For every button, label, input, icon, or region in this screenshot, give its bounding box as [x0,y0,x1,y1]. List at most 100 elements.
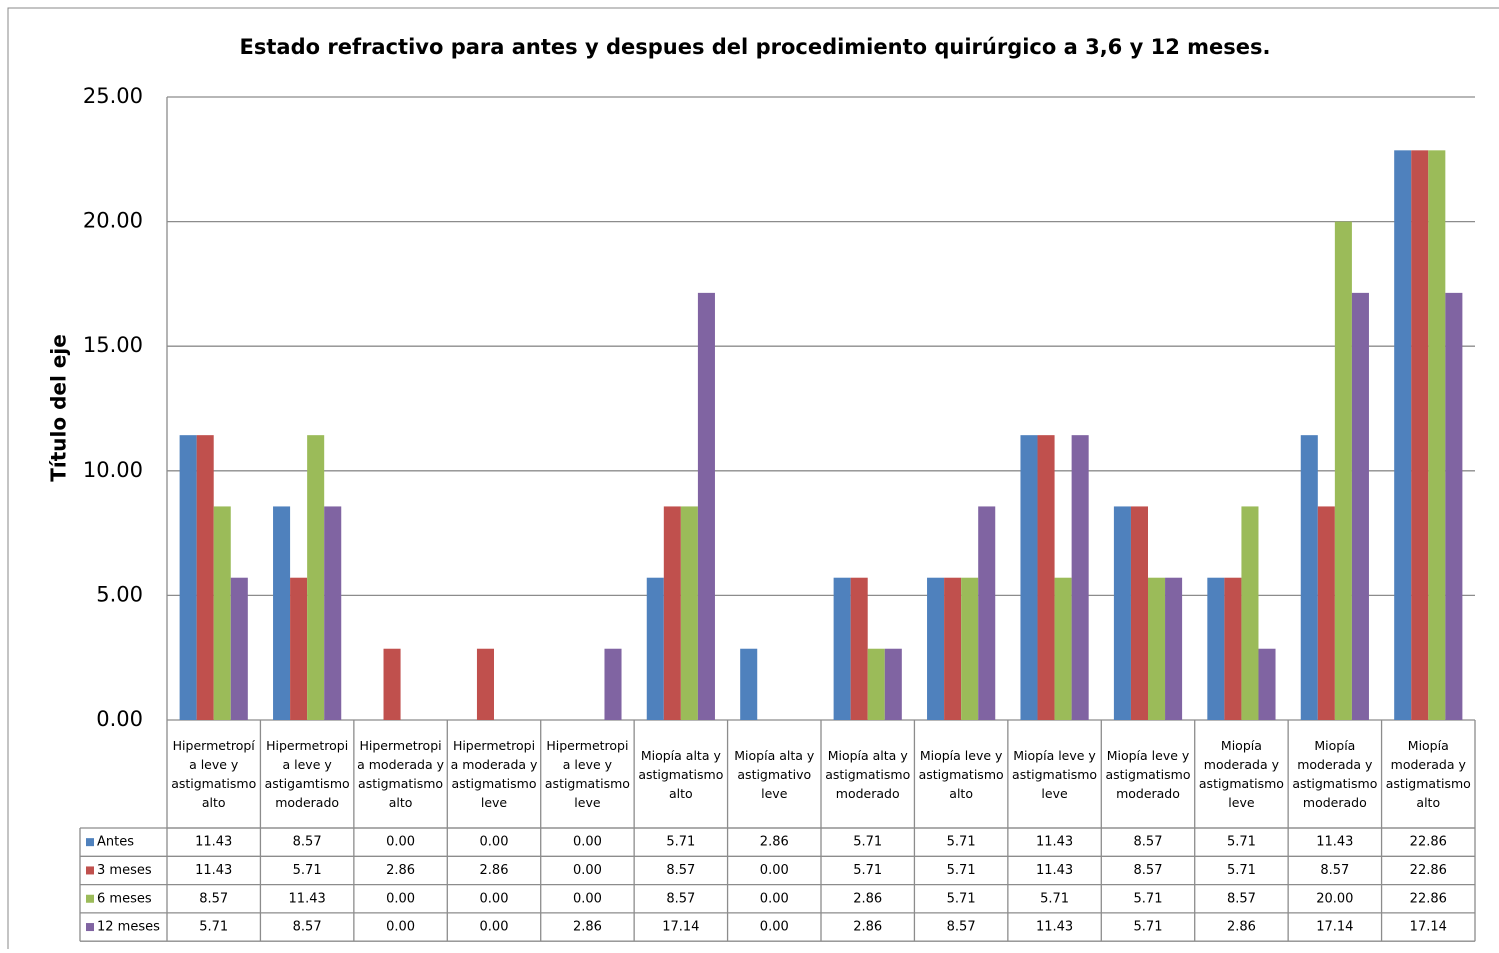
data-table-value: 17.14 [1410,920,1447,935]
legend-label: Antes [97,835,134,850]
data-table-value: 2.86 [853,920,882,935]
data-table-value: 2.86 [573,920,602,935]
data-table-value: 5.71 [853,835,882,850]
bar [1020,435,1038,720]
bar [1054,577,1072,720]
category-cell: Hipermetropia leve y astigmatismo leve [544,738,630,810]
category-cell: Hipermetropía leve y astigmatismo alto [171,738,257,810]
bar [1224,577,1242,720]
data-table-value: 8.57 [1227,891,1256,906]
legend-swatch [86,923,94,932]
data-table-value: 5.71 [293,863,322,878]
data-table-value: 8.57 [1134,863,1163,878]
bar [1351,292,1369,720]
data-table-value: 0.00 [573,863,602,878]
chart-border [7,7,1499,953]
y-tick-label: 20.00 [83,209,143,233]
category-cell: Miopía moderada y astigmatismo moderado [1292,738,1378,810]
bar [1165,577,1183,720]
data-table-value: 0.00 [480,891,509,906]
legend-swatch [86,838,94,847]
data-table-value: 2.86 [480,863,509,878]
bar [230,577,248,720]
bar [1300,435,1318,720]
data-table-value: 2.86 [760,835,789,850]
data-table-value: 0.00 [573,891,602,906]
data-table-value: 5.71 [1134,891,1163,906]
data-table-value: 20.00 [1316,891,1353,906]
bar [1258,648,1276,720]
data-table-value: 8.57 [199,891,228,906]
category-cell: Hipermetropia moderada y astigmatismo le… [450,738,538,810]
bar [884,648,902,720]
data-table-value: 2.86 [853,891,882,906]
bar [1037,435,1055,720]
legend-label: 3 meses [97,863,152,878]
data-table-value: 5.71 [947,863,976,878]
bar [663,506,681,720]
x-tick-label: Miopía alta y astigmatismo alto [638,747,724,801]
data-table-value: 5.71 [947,891,976,906]
x-tick-label: Hipermetropia moderada y astigmatismo al… [357,738,444,810]
x-tick-label: Miopía leve y astigmatismo alto [918,747,1004,801]
data-table-value: 8.57 [1134,835,1163,850]
bar [1207,577,1225,720]
legend-swatch [86,894,94,903]
x-tick-label: Hipermetropia leve y astigmatismo leve [544,738,630,810]
bar [1334,221,1352,720]
data-table-value: 2.86 [386,863,415,878]
data-table-value: 5.71 [1040,891,1069,906]
bar [1394,150,1412,720]
category-cell: Hipermetropia moderada y astigmatismo al… [357,738,444,810]
data-table-value: 11.43 [289,891,326,906]
bar [1241,506,1259,720]
data-table-value: 0.00 [480,920,509,935]
bar [213,506,231,720]
y-tick-label: 5.00 [96,582,143,606]
bar [697,292,715,720]
bar [383,648,401,720]
bar [196,435,214,720]
bar [867,648,885,720]
bar [833,577,851,720]
data-table-value: 8.57 [293,835,322,850]
bar [927,577,945,720]
x-tick-label: Miopía moderada y astigmatismo leve [1198,738,1284,810]
category-cell: Miopía alta y astigmatismo alto [638,747,724,801]
data-table-value: 8.57 [1320,863,1349,878]
data-table-value: 8.57 [666,863,695,878]
data-table-value: 17.14 [662,920,699,935]
bar [1113,506,1131,720]
data-table-value: 0.00 [760,891,789,906]
data-table-value: 5.71 [199,920,228,935]
x-tick-label: Hipermetropia moderada y astigmatismo le… [450,738,538,810]
legend-swatch [86,866,94,875]
x-tick-label: Miopía leve y astigmatismo leve [1012,747,1098,801]
bar [324,506,342,720]
data-table-value: 8.57 [947,920,976,935]
x-tick-label: Hipermetropía leve y astigmatismo alto [171,738,257,810]
bar [290,577,308,720]
data-table-value: 11.43 [195,835,232,850]
x-tick-label: Miopía alta y astigmativo leve [734,747,815,801]
data-table-value: 0.00 [386,891,415,906]
data-table-value: 22.86 [1410,863,1447,878]
bar [476,648,494,720]
data-table-value: 5.71 [947,835,976,850]
bar [273,506,291,720]
x-tick-label: Miopía moderada y astigmatismo moderado [1292,738,1378,810]
data-table-value: 2.86 [1227,920,1256,935]
data-table-value: 11.43 [1036,835,1073,850]
x-tick-label: Hipermetropia leve y astigamtismo modera… [264,738,350,810]
bar [307,435,325,720]
data-table-value: 5.71 [853,863,882,878]
bar [740,648,758,720]
data-table-value: 0.00 [760,863,789,878]
category-cell: Miopía alta y astigmatismo moderado [825,748,910,801]
data-table-value: 0.00 [386,920,415,935]
data-table-value: 5.71 [1134,920,1163,935]
chart-title: Estado refractivo para antes y despues d… [240,35,1271,59]
data-table-value: 8.57 [666,891,695,906]
bar [850,577,868,720]
